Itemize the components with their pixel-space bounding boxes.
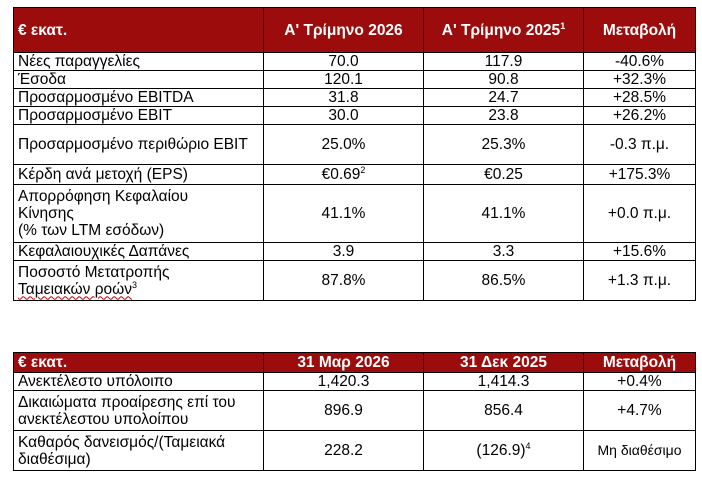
value-2025: 90.8: [423, 70, 584, 89]
change-value: +28.5%: [583, 88, 696, 107]
change-value: +4.7%: [583, 390, 696, 431]
value-2025: 23.8: [423, 106, 584, 125]
value-2025: 117.9: [423, 52, 584, 71]
row-label: Κεφαλαιουχικές Δαπάνες: [13, 242, 264, 261]
change-value: +175.3%: [583, 164, 696, 185]
row-label: Προσαρμοσμένο περιθώριο EBIT: [13, 124, 264, 165]
change-value: +0.4%: [583, 372, 696, 391]
value-2026: 3.9: [263, 242, 424, 261]
row-label: Κέρδη ανά μετοχή (EPS): [13, 164, 264, 185]
value-dec-2025: 856.4: [423, 390, 584, 431]
header-31-dec-2025: 31 Δεκ 2025: [423, 352, 584, 373]
table-row: Προσαρμοσμένο EBITDA 31.8 24.7 +28.5%: [13, 88, 696, 107]
table-row: Έσοδα 120.1 90.8 +32.3%: [13, 70, 696, 89]
change-value: Μη διαθέσιμο: [583, 430, 696, 471]
backlog-table: € εκατ. 31 Μαρ 2026 31 Δεκ 2025 Μεταβολή…: [13, 352, 696, 471]
change-value: +0.0 π.μ.: [583, 184, 696, 243]
value-mar-2026: 228.2: [263, 430, 424, 471]
value-dec-2025: (126.9)4: [423, 430, 584, 471]
table-header-row: € εκατ. Α' Τρίμηνο 2026 Α' Τρίμηνο 20251…: [13, 7, 696, 53]
value-2026: 25.0%: [263, 124, 424, 165]
change-value: +15.6%: [583, 242, 696, 261]
row-label: Ανεκτέλεστο υπόλοιπο: [13, 372, 264, 391]
row-label: Καθαρός δανεισμός/(Ταμειακά διαθέσιμα): [13, 430, 264, 471]
change-value: -0.3 π.μ.: [583, 124, 696, 165]
table-header-row: € εκατ. 31 Μαρ 2026 31 Δεκ 2025 Μεταβολή: [13, 352, 696, 373]
value-mar-2026: 1,420.3: [263, 372, 424, 391]
row-label: Απορρόφηση Κεφαλαίου Κίνησης (% των LTM εσ…: [13, 184, 264, 243]
table-row: Καθαρός δανεισμός/(Ταμειακά διαθέσιμα) 22…: [13, 430, 696, 471]
row-label: Προσαρμοσμένο EBITDA: [13, 88, 264, 107]
value-2025: 86.5%: [423, 260, 584, 301]
value-2025: 24.7: [423, 88, 584, 107]
row-label: Νέες παραγγελίες: [13, 52, 264, 71]
value-2026: 30.0: [263, 106, 424, 125]
header-change: Μεταβολή: [583, 7, 696, 53]
value-2025: 41.1%: [423, 184, 584, 243]
value-2025: €0.25: [423, 164, 584, 185]
row-label: Δικαιώματα προαίρεσης επί του ανεκτέλεστο…: [13, 390, 264, 431]
header-31-mar-2026: 31 Μαρ 2026: [263, 352, 424, 373]
table-row: Δικαιώματα προαίρεσης επί του ανεκτέλεστο…: [13, 390, 696, 431]
row-label: Προσαρμοσμένο EBIT: [13, 106, 264, 125]
change-value: -40.6%: [583, 52, 696, 71]
table-row: Προσαρμοσμένο EBIT 30.0 23.8 +26.2%: [13, 106, 696, 125]
row-label: Έσοδα: [13, 70, 264, 89]
value-2025: 3.3: [423, 242, 584, 261]
value-mar-2026: 896.9: [263, 390, 424, 431]
value-dec-2025: 1,414.3: [423, 372, 584, 391]
table-row: Ανεκτέλεστο υπόλοιπο 1,420.3 1,414.3 +0.…: [13, 372, 696, 391]
value-2025: 25.3%: [423, 124, 584, 165]
value-2026: 31.8: [263, 88, 424, 107]
header-unit: € εκατ.: [13, 7, 264, 53]
quarterly-results-table: € εκατ. Α' Τρίμηνο 2026 Α' Τρίμηνο 20251…: [13, 7, 696, 301]
header-q1-2025: Α' Τρίμηνο 20251: [423, 7, 584, 53]
value-2026: 70.0: [263, 52, 424, 71]
table-row: Απορρόφηση Κεφαλαίου Κίνησης (% των LTM εσ…: [13, 184, 696, 243]
value-2026: 87.8%: [263, 260, 424, 301]
table-row: Ποσοστό Μετατροπής Ταμειακών ροών3 87.8% …: [13, 260, 696, 301]
table-row: Νέες παραγγελίες 70.0 117.9 -40.6%: [13, 52, 696, 71]
value-2026: €0.692: [263, 164, 424, 185]
change-value: +26.2%: [583, 106, 696, 125]
change-value: +32.3%: [583, 70, 696, 89]
header-unit: € εκατ.: [13, 352, 264, 373]
row-label: Ποσοστό Μετατροπής Ταμειακών ροών3: [13, 260, 264, 301]
value-2026: 41.1%: [263, 184, 424, 243]
table-row: Κέρδη ανά μετοχή (EPS) €0.692 €0.25 +175…: [13, 164, 696, 185]
change-value: +1.3 π.μ.: [583, 260, 696, 301]
value-2026: 120.1: [263, 70, 424, 89]
header-q1-2026: Α' Τρίμηνο 2026: [263, 7, 424, 53]
table-row: Κεφαλαιουχικές Δαπάνες 3.9 3.3 +15.6%: [13, 242, 696, 261]
header-change: Μεταβολή: [583, 352, 696, 373]
table-row: Προσαρμοσμένο περιθώριο EBIT 25.0% 25.3%…: [13, 124, 696, 165]
